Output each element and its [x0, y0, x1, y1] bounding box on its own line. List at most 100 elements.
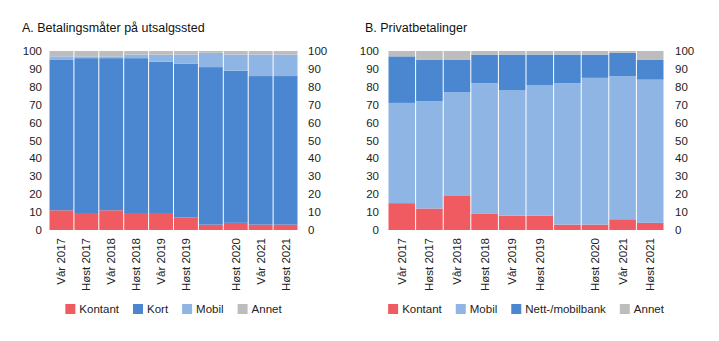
bar-segment [199, 53, 223, 67]
x-tick-label: Høst 2018 [130, 238, 142, 291]
bar-segment [149, 51, 173, 55]
legend-label: Mobil [470, 303, 497, 315]
bar-segment [499, 216, 526, 230]
y-tick-label-right: 50 [308, 135, 321, 147]
y-tick-label-right: 70 [675, 99, 688, 111]
bar-segment [74, 56, 98, 58]
bar-segment [582, 225, 609, 230]
bars [389, 51, 664, 230]
y-tick-label: 60 [366, 117, 379, 129]
bar-segment [416, 101, 443, 208]
y-tick-label-right: 20 [675, 188, 688, 200]
y-tick-label: 20 [29, 188, 42, 200]
bar-segment [637, 60, 664, 80]
bar-segment [637, 80, 664, 223]
y-tick-label-right: 90 [675, 63, 688, 75]
y-tick-label: 10 [29, 206, 42, 218]
bar-segment [249, 225, 273, 230]
bar-segment [149, 214, 173, 230]
legend-swatch [65, 304, 75, 314]
x-tick-label: Høst 2017 [423, 238, 435, 291]
bar-segment [609, 51, 636, 53]
bar-segment [444, 60, 471, 92]
legend: Kontant Mobil Nett-/mobilbank Annet [388, 303, 665, 315]
x-tick-label: Høst 2021 [644, 238, 656, 291]
bar-segment [637, 51, 664, 60]
y-tick-label: 30 [29, 170, 42, 182]
bar-segment [50, 51, 74, 56]
y-tick-label-right: 30 [675, 170, 688, 182]
bar-segment [444, 196, 471, 230]
y-tick-label-right: 70 [308, 99, 321, 111]
bar-segment [124, 55, 148, 59]
bar-segment [74, 58, 98, 214]
legend-label: Kontant [402, 303, 442, 315]
legend-label: Nett-/mobilbank [525, 303, 606, 315]
y-tick-label-right: 100 [308, 45, 327, 57]
bar-segment [527, 216, 554, 230]
bar-segment [444, 92, 471, 196]
legend: Kontant Kort Mobil Annet [65, 303, 282, 315]
y-tick-label-right: 10 [308, 206, 321, 218]
legend-label: Annet [252, 303, 283, 315]
legend-label: Annet [634, 303, 665, 315]
y-tick-label-right: 60 [308, 117, 321, 129]
bar-segment [74, 214, 98, 230]
x-tick-label: Vår 2017 [55, 238, 67, 285]
y-tick-label: 70 [29, 99, 42, 111]
bar-segment [527, 85, 554, 216]
legend-swatch [238, 304, 248, 314]
chart: A. Betalingsmåter på utsalgssted 0 0 10 10 20… [22, 21, 327, 315]
bar-segment [416, 51, 443, 60]
bar-segment [582, 78, 609, 225]
bar-segment [389, 103, 416, 203]
y-tick-label: 0 [36, 224, 42, 236]
legend-swatch [456, 304, 466, 314]
figure: A. Betalingsmåter på utsalgssted 0 0 10 10 20… [0, 0, 719, 341]
x-tick-label: Høst 2019 [534, 238, 546, 291]
y-tick-label: 40 [29, 152, 42, 164]
x-tick-label: Vår 2019 [155, 238, 167, 285]
x-tick-label: Vår 2021 [617, 238, 629, 285]
bar-segment [249, 55, 273, 76]
title: A. Betalingsmåter på utsalgssted [22, 21, 205, 35]
bar-segment [471, 214, 498, 230]
bar-segment [99, 210, 123, 230]
bar-segment [74, 51, 98, 56]
bar-segment [124, 214, 148, 230]
x-tick-label: Vår 2021 [255, 238, 267, 285]
bar-segment [554, 225, 581, 230]
bar-segment [274, 225, 298, 230]
y-tick-label-right: 30 [308, 170, 321, 182]
legend-label: Kontant [79, 303, 119, 315]
bar-segment [609, 76, 636, 219]
legend-label: Kort [147, 303, 169, 315]
y-tick-label: 60 [29, 117, 42, 129]
title: B. Privatbetalinger [365, 21, 467, 35]
bar-segment [499, 90, 526, 215]
legend-swatch [182, 304, 192, 314]
y-tick-label: 30 [366, 170, 379, 182]
bar-segment [174, 217, 198, 230]
bar-segment [554, 55, 581, 84]
y-tick-label-right: 80 [675, 81, 688, 93]
bar-segment [499, 55, 526, 91]
x-tick-label: Høst 2019 [180, 238, 192, 291]
bar-segment [471, 83, 498, 214]
bar-segment [554, 51, 581, 55]
bar-segment [174, 64, 198, 218]
y-tick-label: 100 [360, 45, 379, 57]
legend-label: Mobil [196, 303, 223, 315]
y-tick-label-right: 100 [675, 45, 694, 57]
bar-segment [582, 55, 609, 78]
bar-segment [416, 60, 443, 101]
bar-segment [124, 58, 148, 214]
legend-swatch [620, 304, 630, 314]
bar-segment [527, 51, 554, 55]
y-tick-label-right: 0 [308, 224, 314, 236]
bar-segment [637, 223, 664, 230]
bars [50, 51, 298, 230]
bar-segment [50, 56, 74, 60]
y-tick-label-right: 60 [675, 117, 688, 129]
bar-segment [174, 55, 198, 64]
